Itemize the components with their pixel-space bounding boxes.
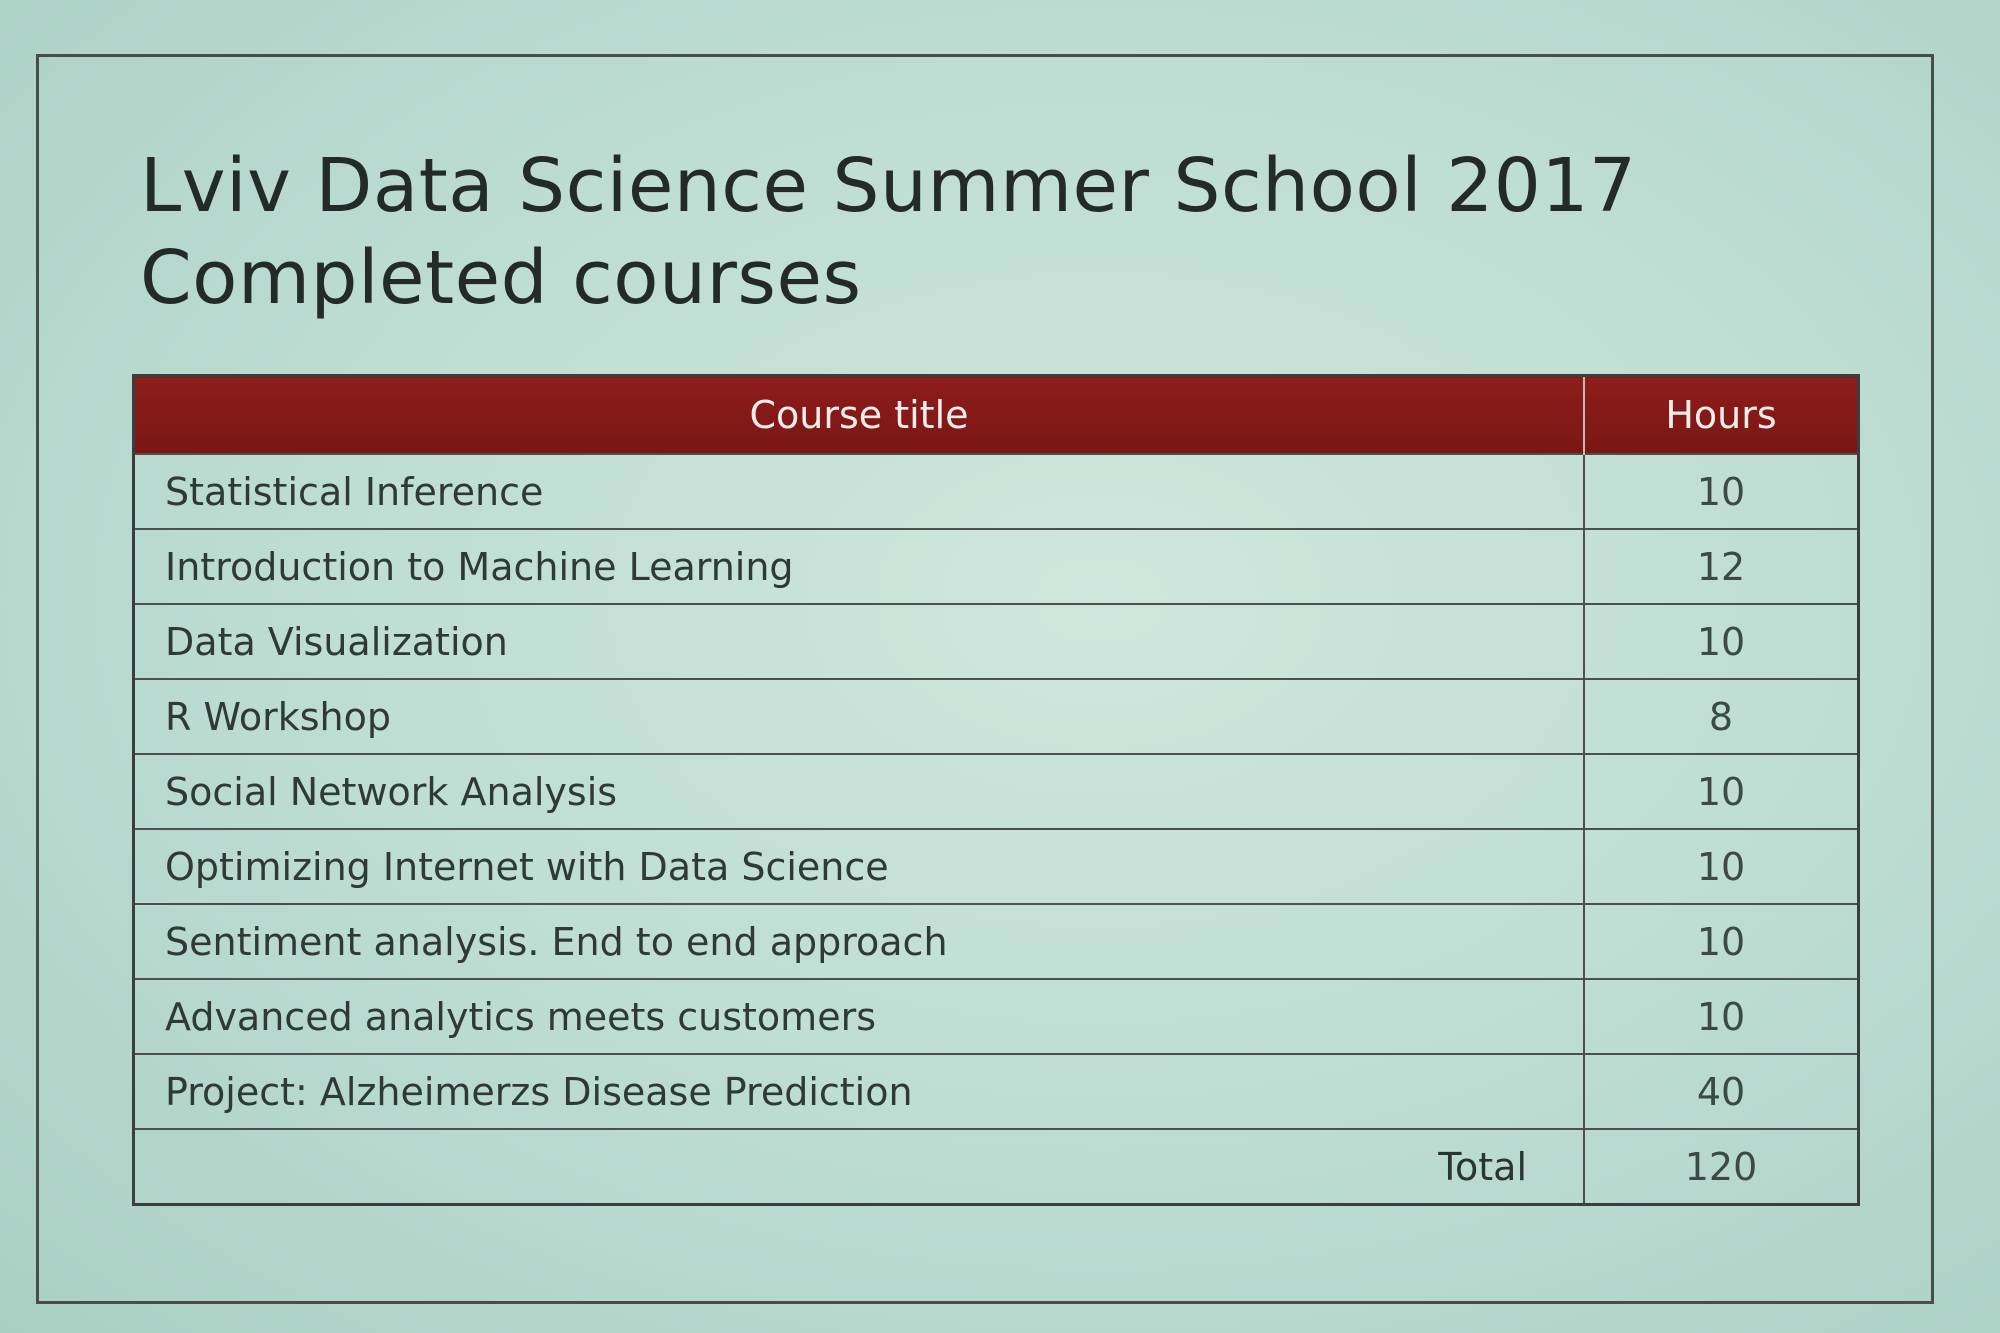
course-hours-cell: 8 <box>1584 678 1859 754</box>
course-hours-cell: 10 <box>1584 753 1859 829</box>
course-title-cell: R Workshop <box>133 678 1585 754</box>
slide-title: Lviv Data Science Summer School 2017 Com… <box>140 140 1637 324</box>
table-row: Social Network Analysis 10 <box>133 753 1859 829</box>
course-hours-cell: 10 <box>1584 978 1859 1054</box>
table-row: Optimizing Internet with Data Science 10 <box>133 828 1859 904</box>
table-row: Introduction to Machine Learning 12 <box>133 528 1859 604</box>
table-row: Statistical Inference 10 <box>133 453 1859 529</box>
slide-title-line-1: Lviv Data Science Summer School 2017 <box>140 143 1637 229</box>
course-hours-cell: 10 <box>1584 603 1859 679</box>
table-row: Data Visualization 10 <box>133 603 1859 679</box>
course-title-cell: Optimizing Internet with Data Science <box>133 828 1585 904</box>
course-title-cell: Sentiment analysis. End to end approach <box>133 903 1585 979</box>
course-title-cell: Statistical Inference <box>133 453 1585 529</box>
total-label: Total <box>133 1128 1585 1205</box>
table-row: Sentiment analysis. End to end approach … <box>133 903 1859 979</box>
course-hours-cell: 40 <box>1584 1053 1859 1129</box>
column-header-course-title: Course title <box>133 375 1585 454</box>
course-hours-cell: 10 <box>1584 903 1859 979</box>
total-row: Total 120 <box>133 1128 1859 1205</box>
course-hours-cell: 10 <box>1584 453 1859 529</box>
column-header-hours: Hours <box>1584 375 1859 454</box>
course-hours-cell: 10 <box>1584 828 1859 904</box>
total-hours: 120 <box>1584 1128 1859 1205</box>
course-title-cell: Introduction to Machine Learning <box>133 528 1585 604</box>
table-row: Advanced analytics meets customers 10 <box>133 978 1859 1054</box>
course-title-cell: Project: Alzheimerzs Disease Prediction <box>133 1053 1585 1129</box>
courses-table: Course title Hours Statistical Inference… <box>132 374 1860 1206</box>
slide-frame <box>36 54 1934 1304</box>
table-row: R Workshop 8 <box>133 678 1859 754</box>
table-header-row: Course title Hours <box>133 375 1859 454</box>
course-hours-cell: 12 <box>1584 528 1859 604</box>
course-title-cell: Advanced analytics meets customers <box>133 978 1585 1054</box>
table-row: Project: Alzheimerzs Disease Prediction … <box>133 1053 1859 1129</box>
slide-title-line-2: Completed courses <box>140 235 862 321</box>
course-title-cell: Data Visualization <box>133 603 1585 679</box>
course-title-cell: Social Network Analysis <box>133 753 1585 829</box>
